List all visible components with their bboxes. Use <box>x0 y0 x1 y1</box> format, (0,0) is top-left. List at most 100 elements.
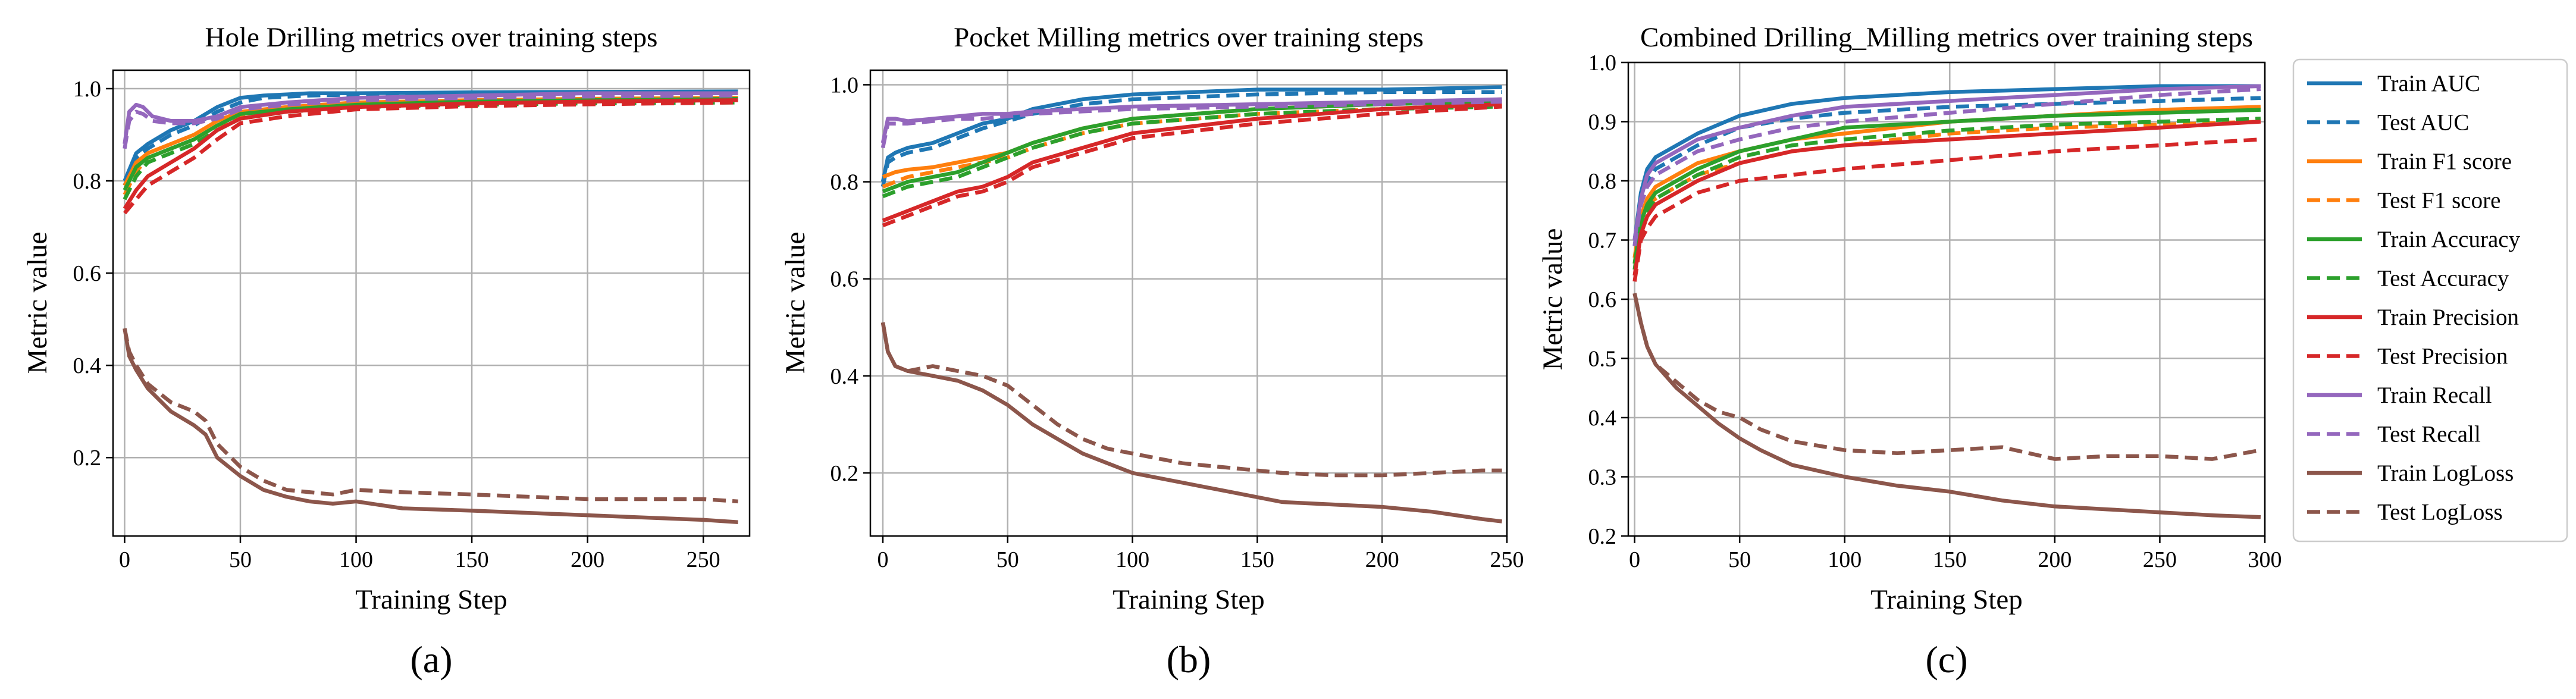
panel-b-ytick-label: 0.4 <box>831 364 859 389</box>
panel-b-ytick-label: 0.6 <box>831 267 859 292</box>
panel-b-label: (b) <box>1167 638 1211 681</box>
panel-c-xtick-label: 50 <box>1728 547 1751 572</box>
panel-a-xtick-label: 0 <box>119 547 130 572</box>
panel-b-title: Pocket Milling metrics over training ste… <box>954 22 1424 53</box>
panel-a-series-train-precision <box>123 98 738 210</box>
panel-a-ytick-label: 0.8 <box>73 169 102 194</box>
panel-b-ylabel: Metric value <box>780 232 811 374</box>
panel-b-series-train-precision <box>882 102 1502 222</box>
panel-a-series <box>123 89 738 524</box>
legend-label-train-recall: Train Recall <box>2377 383 2492 408</box>
panel-c-title: Combined Drilling_Milling metrics over t… <box>1640 22 2253 53</box>
panel-a-xtick-label: 250 <box>687 547 720 572</box>
panel-a-xtick-label: 200 <box>571 547 604 572</box>
panel-b-xlabel: Training Step <box>1112 584 1265 615</box>
panel-c-series-train-auc <box>1632 84 2261 240</box>
panel-c-series-test-recall <box>1632 87 2261 246</box>
panel-a-axes-frame <box>112 69 751 537</box>
panel-b-grid <box>870 70 1508 536</box>
panel-b-series-train-logloss <box>880 322 1502 524</box>
panel-b-series-train-recall <box>880 97 1502 143</box>
panel-b-axes-frame <box>869 69 1508 537</box>
panel-b-ticks: 0 50 100 150 200 250 0.2 0.4 0.6 0.8 1.0 <box>831 73 1524 572</box>
panel-b-xtick-label: 50 <box>996 547 1019 572</box>
panel-c-series-train-recall <box>1632 84 2261 240</box>
panel-a-label: (a) <box>410 638 452 681</box>
panel-c-xtick-label: 100 <box>1828 547 1862 572</box>
panel-b-xtick-label: 100 <box>1115 547 1149 572</box>
panel-a-xtick-label: 100 <box>339 547 373 572</box>
panel-b-series-train-accuracy <box>882 99 1502 193</box>
panel-a-series-test-logloss <box>123 328 738 504</box>
panel-c-series-train-accuracy <box>1632 108 2261 264</box>
panel-c-ytick-label: 0.6 <box>1588 287 1617 312</box>
panel-b-series-test-recall <box>880 99 1502 149</box>
legend-entries: Train AUC Test AUC Train F1 score Test F1 s… <box>2307 71 2521 525</box>
legend-label-test-auc: Test AUC <box>2377 110 2469 136</box>
panel-c-xtick-label: 0 <box>1629 547 1640 572</box>
panel-b-ytick-label: 1.0 <box>831 73 859 98</box>
panel-a-series-train-recall <box>123 91 738 145</box>
panel-b-series-test-auc <box>880 90 1502 187</box>
panel-b-xtick-label: 250 <box>1490 547 1524 572</box>
legend-label-test-accuracy: Test Accuracy <box>2377 266 2509 291</box>
panel-c-ticks: 0 50 100 150 200 250 300 0.2 0.3 0.4 0.5 0.6 0.7 0.8 0… <box>1588 51 2282 572</box>
panel-b-xtick-label: 0 <box>877 547 888 572</box>
panel-b-ytick-label: 0.8 <box>831 170 859 195</box>
panel-c-series-test-accuracy <box>1632 117 2261 270</box>
panel-a-series-test-precision <box>123 101 738 215</box>
panel-a-ytick-label: 1.0 <box>73 77 102 102</box>
legend-label-test-logloss: Test LogLoss <box>2377 500 2503 525</box>
legend-label-train-auc: Train AUC <box>2377 71 2480 96</box>
legend-label-train-accuracy: Train Accuracy <box>2377 227 2521 252</box>
panel-c-ytick-label: 1.0 <box>1588 51 1617 76</box>
panel-c-xtick-label: 150 <box>1933 547 1967 572</box>
panel-a-series-train-logloss <box>123 328 738 524</box>
legend-label-test-recall: Test Recall <box>2377 422 2481 447</box>
legend-label-test-f1-score: Test F1 score <box>2377 188 2500 214</box>
panel-c-ytick-label: 0.8 <box>1588 169 1617 194</box>
panel-c-xtick-label: 250 <box>2143 547 2177 572</box>
panel-b-xtick-label: 150 <box>1240 547 1274 572</box>
legend-label-train-precision: Train Precision <box>2377 305 2519 330</box>
panel-c-series-train-precision <box>1632 120 2261 276</box>
panel-b-ytick-label: 0.2 <box>831 461 859 486</box>
panel-c-ytick-label: 0.5 <box>1588 347 1617 372</box>
panel-a-ytick-label: 0.4 <box>73 353 102 378</box>
panel-a-xtick-label: 50 <box>229 547 252 572</box>
panel-b-series-train-auc <box>880 85 1502 183</box>
panel-c: 0 50 100 150 200 250 300 0.2 0.3 0.4 0.5 0.6 0.7 0.8 0… <box>1537 22 2282 681</box>
panel-a: 0 50 100 150 200 250 0.2 0.4 0.6 0.8 1.0 Hole Dril… <box>22 22 751 681</box>
panel-a-ytick-label: 0.2 <box>73 446 102 471</box>
panel-a-ticks: 0 50 100 150 200 250 0.2 0.4 0.6 0.8 1.0 <box>73 77 720 572</box>
panel-b-series <box>880 85 1502 524</box>
legend: Train AUC Test AUC Train F1 score Test F1 s… <box>2292 58 2568 543</box>
panel-b-xtick-label: 200 <box>1365 547 1399 572</box>
panel-c-series-train-logloss <box>1632 293 2261 519</box>
panel-b: 0 50 100 150 200 250 0.2 0.4 0.6 0.8 1.0 Pocket Mi… <box>780 22 1524 681</box>
panel-a-xlabel: Training Step <box>355 584 507 615</box>
panel-a-series-test-recall <box>123 93 738 149</box>
panel-c-ytick-label: 0.2 <box>1588 524 1617 549</box>
panel-a-xtick-label: 150 <box>455 547 489 572</box>
panel-c-xtick-label: 200 <box>2038 547 2072 572</box>
panel-c-label: (c) <box>1925 638 1967 681</box>
panel-c-xlabel: Training Step <box>1870 584 2023 615</box>
panel-c-series-test-logloss <box>1632 293 2261 461</box>
legend-label-test-precision: Test Precision <box>2377 344 2508 369</box>
panel-c-ytick-label: 0.3 <box>1588 465 1617 490</box>
panel-c-ytick-label: 0.4 <box>1588 406 1617 431</box>
panel-c-series <box>1632 84 2261 519</box>
panel-c-ytick-label: 0.9 <box>1588 110 1617 135</box>
panel-c-ylabel: Metric value <box>1537 228 1568 371</box>
panel-b-series-test-accuracy <box>882 104 1502 199</box>
panel-a-title: Hole Drilling metrics over training step… <box>205 22 658 53</box>
legend-label-train-f1-score: Train F1 score <box>2377 149 2512 174</box>
panel-a-grid <box>113 70 750 536</box>
panel-b-series-test-logloss <box>880 322 1502 478</box>
legend-box <box>2292 58 2568 543</box>
panel-c-xtick-label: 300 <box>2248 547 2282 572</box>
panel-c-ytick-label: 0.7 <box>1588 228 1617 253</box>
legend-label-train-logloss: Train LogLoss <box>2377 460 2514 486</box>
panel-b-series-test-precision <box>882 104 1502 228</box>
